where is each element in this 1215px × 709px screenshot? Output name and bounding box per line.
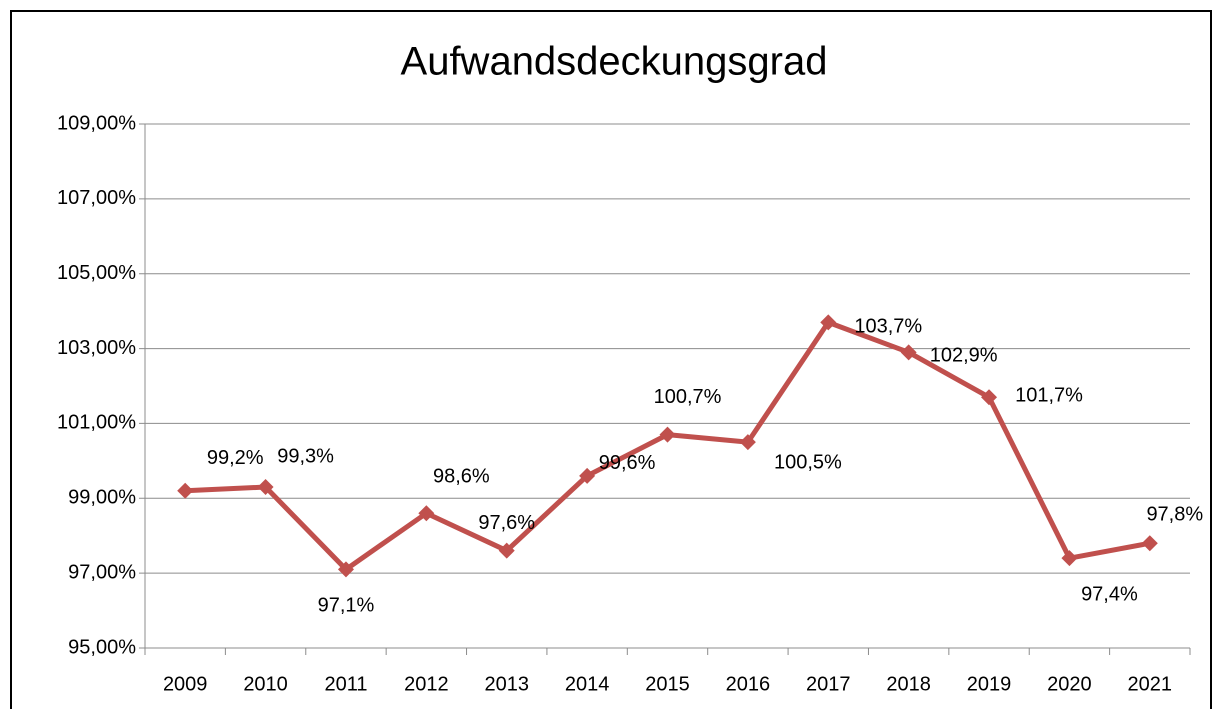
data-label: 97,4% (1081, 583, 1138, 605)
y-tick-label: 107,00% (57, 187, 136, 209)
data-label: 97,8% (1146, 503, 1203, 525)
y-tick-label: 99,00% (68, 487, 136, 509)
marker (1141, 535, 1158, 552)
marker (981, 389, 998, 406)
x-tick-label: 2009 (163, 673, 208, 695)
y-tick-label: 101,00% (57, 412, 136, 434)
data-label: 97,1% (318, 595, 375, 617)
marker (900, 344, 917, 361)
y-tick-label: 95,00% (68, 636, 136, 658)
x-tick-label: 2018 (886, 673, 931, 695)
marker (177, 482, 194, 499)
chart-title: Aufwandsdeckungsgrad (401, 40, 828, 84)
y-tick-label: 103,00% (57, 337, 136, 359)
x-tick-label: 2015 (645, 673, 690, 695)
x-tick-label: 2010 (243, 673, 288, 695)
x-tick-label: 2013 (484, 673, 529, 695)
marker (820, 314, 837, 331)
x-tick-label: 2012 (404, 673, 449, 695)
y-tick-label: 105,00% (57, 262, 136, 284)
chart-border (10, 10, 1212, 709)
marker (659, 426, 676, 443)
data-label: 101,7% (1015, 385, 1083, 407)
data-label: 97,6% (478, 512, 535, 534)
marker (739, 434, 756, 451)
x-tick-label: 2020 (1047, 673, 1092, 695)
data-label: 99,2% (207, 447, 264, 469)
x-tick-label: 2011 (324, 673, 367, 695)
marker (498, 542, 515, 559)
x-tick-label: 2016 (726, 673, 771, 695)
x-tick-label: 2014 (565, 673, 610, 695)
x-tick-label: 2017 (806, 673, 851, 695)
data-label: 103,7% (854, 316, 922, 338)
marker (257, 479, 274, 496)
y-tick-label: 109,00% (57, 112, 136, 134)
marker (337, 561, 354, 578)
data-label: 100,7% (654, 386, 722, 408)
marker (418, 505, 435, 522)
data-label: 102,9% (930, 345, 998, 367)
marker (1061, 550, 1078, 567)
marker (579, 467, 596, 484)
data-label: 99,3% (277, 445, 334, 467)
data-label: 99,6% (599, 452, 656, 474)
x-tick-label: 2021 (1128, 673, 1173, 695)
x-tick-label: 2019 (967, 673, 1012, 695)
y-tick-label: 97,00% (68, 561, 136, 583)
data-label: 100,5% (774, 451, 842, 473)
data-label: 98,6% (433, 466, 490, 488)
